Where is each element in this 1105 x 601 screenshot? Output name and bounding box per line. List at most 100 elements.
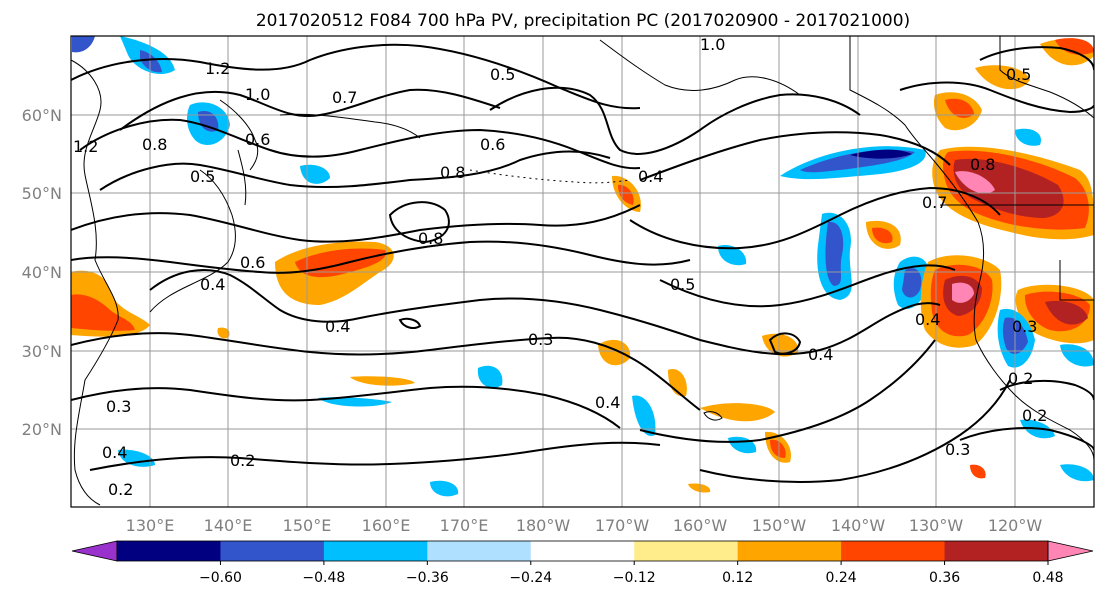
colorbar-tick-label: 0.24 bbox=[826, 570, 857, 586]
shade-patch bbox=[318, 397, 392, 407]
contour-label: 0.3 bbox=[106, 397, 131, 416]
shade-patch bbox=[970, 464, 986, 479]
pv-contour bbox=[659, 264, 956, 308]
shade-patch bbox=[1045, 300, 1088, 325]
shade-patch bbox=[217, 327, 230, 339]
pv-contour bbox=[899, 81, 1094, 114]
graticule bbox=[71, 36, 1094, 507]
colorbar-segment bbox=[117, 541, 221, 561]
lat-label: 20°N bbox=[22, 420, 62, 439]
shade-patch bbox=[825, 221, 844, 286]
state-boundary bbox=[1059, 260, 1094, 301]
pv-contour bbox=[629, 186, 1001, 250]
colorbar-tick-label: −0.36 bbox=[406, 570, 449, 586]
contour-label: 0.3 bbox=[528, 330, 553, 349]
colorbar-segment bbox=[220, 541, 325, 561]
contour-label: 0.5 bbox=[490, 65, 515, 84]
north-america-coast bbox=[849, 36, 1094, 461]
lon-label: 140°E bbox=[204, 516, 253, 535]
colorbar-tick-label: −0.60 bbox=[199, 570, 242, 586]
lon-label: 160°E bbox=[362, 516, 411, 535]
shade-patch bbox=[71, 294, 135, 331]
colorbar-segment bbox=[944, 541, 1049, 561]
shade-patch bbox=[430, 480, 459, 497]
colorbar-tick-label: −0.12 bbox=[613, 570, 656, 586]
colorbar-extend-high bbox=[1047, 540, 1094, 562]
shade-patch bbox=[902, 268, 922, 298]
pv-contour bbox=[79, 118, 641, 170]
pv-contour bbox=[388, 201, 450, 244]
hawaii-islands bbox=[703, 411, 723, 421]
contour-label: 0.7 bbox=[332, 88, 357, 107]
shade-patch bbox=[955, 171, 995, 194]
coastlines bbox=[71, 36, 1094, 506]
contour-label: 0.4 bbox=[325, 317, 350, 336]
japan-kuril-coast bbox=[149, 169, 236, 313]
shade-patch bbox=[700, 403, 775, 422]
contour-label: 0.8 bbox=[440, 163, 465, 182]
contour-label: 0.4 bbox=[915, 310, 940, 329]
colorbar-segment bbox=[841, 541, 946, 561]
lon-label: 170°E bbox=[440, 516, 489, 535]
pv-contour bbox=[639, 131, 951, 181]
pv-contour bbox=[639, 339, 936, 443]
shade-patch bbox=[1055, 38, 1094, 55]
colorbar-segment bbox=[530, 541, 635, 561]
colorbar-segment bbox=[323, 541, 428, 561]
shade-patch bbox=[945, 98, 974, 118]
shade-patch bbox=[140, 50, 162, 73]
siberia-coast bbox=[279, 113, 421, 139]
kamchatka-coast bbox=[219, 99, 259, 171]
shade-patch bbox=[632, 395, 656, 436]
contour-label: 0.5 bbox=[670, 275, 695, 294]
lat-label: 60°N bbox=[22, 106, 62, 125]
contour-label: 0.5 bbox=[1006, 65, 1031, 84]
colorbar-tick-label: 0.12 bbox=[722, 570, 753, 586]
contour-label: 0.4 bbox=[595, 393, 620, 412]
lat-label: 40°N bbox=[22, 263, 62, 282]
shade-patch bbox=[718, 244, 747, 266]
lon-label: 120°W bbox=[988, 516, 1043, 535]
map-frame bbox=[70, 35, 1095, 508]
pv-contour bbox=[71, 240, 691, 274]
shade-patch bbox=[952, 282, 974, 303]
contour-label: 1.0 bbox=[700, 35, 725, 54]
latitude-labels: 20°N 30°N 40°N 50°N 60°N bbox=[22, 106, 62, 439]
pv-contour bbox=[99, 150, 611, 191]
contour-label: 0.4 bbox=[638, 167, 663, 186]
shade-patch bbox=[975, 65, 1030, 90]
contour-label: 0.8 bbox=[418, 229, 443, 248]
figure-title: 2017020512 F084 700 hPa PV, precipitatio… bbox=[256, 11, 910, 31]
colorbar-tick-label: −0.48 bbox=[302, 570, 345, 586]
lon-label: 150°E bbox=[283, 516, 332, 535]
shade-patch bbox=[872, 227, 893, 244]
lon-label: 170°W bbox=[595, 516, 650, 535]
shade-patch bbox=[1060, 464, 1094, 482]
contour-label: 0.4 bbox=[200, 275, 225, 294]
shade-patch bbox=[770, 439, 786, 458]
pv-contour bbox=[89, 441, 661, 471]
contour-label: 0.2 bbox=[1022, 406, 1047, 425]
lon-label: 130°W bbox=[909, 516, 964, 535]
pv-contour bbox=[71, 385, 621, 429]
colorbar: −0.60 −0.48 −0.36 −0.24 −0.12 0.12 0.24 0.36 0.4… bbox=[71, 540, 1094, 586]
contour-label: 0.5 bbox=[190, 167, 215, 186]
asia-coast bbox=[71, 59, 119, 506]
contour-label: 0.8 bbox=[970, 155, 995, 174]
map-panel: 1.2 1.0 1.0 1.2 0.8 0.8 0.8 0.8 0.6 0.6 … bbox=[71, 35, 1094, 507]
lon-label: 140°W bbox=[831, 516, 886, 535]
pv-contour bbox=[149, 269, 701, 341]
lon-label: 160°W bbox=[673, 516, 728, 535]
contour-label: 0.2 bbox=[230, 451, 255, 470]
shade-patch bbox=[688, 483, 711, 493]
contour-label: 1.0 bbox=[245, 85, 270, 104]
shade-patch bbox=[1015, 128, 1041, 146]
pv-contour bbox=[999, 379, 1094, 401]
shade-patch bbox=[198, 110, 219, 132]
pv-contour bbox=[398, 317, 422, 329]
lon-label: 130°E bbox=[126, 516, 175, 535]
colorbar-segment bbox=[737, 541, 842, 561]
colorbar-tick-label: 0.48 bbox=[1032, 570, 1063, 586]
longitude-labels: 130°E 140°E 150°E 160°E 170°E 180°W 170°… bbox=[126, 516, 1043, 535]
colorbar-segment bbox=[634, 541, 739, 561]
